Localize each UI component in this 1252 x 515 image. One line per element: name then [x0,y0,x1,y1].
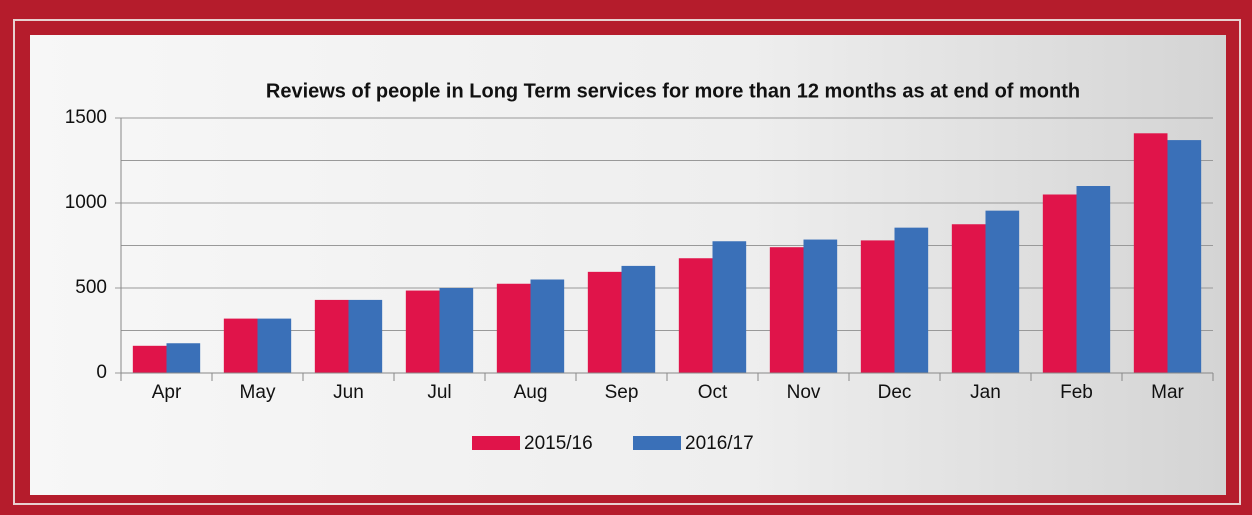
bar [530,279,565,373]
x-tick-label: Aug [514,382,548,403]
x-tick-label: Apr [152,382,182,403]
bar [894,227,929,373]
bar [1167,140,1202,373]
x-tick-label: May [240,382,276,403]
bar [621,265,656,373]
bar [712,241,747,373]
x-tick-label: Dec [878,382,912,403]
bar [1042,194,1077,373]
x-tick-label: Mar [1151,382,1184,403]
x-tick-label: Nov [787,382,821,403]
y-tick-label: 1500 [65,107,107,128]
panel [30,35,1226,495]
x-tick-label: Sep [605,382,639,403]
bar [1076,186,1111,373]
bar [803,239,838,373]
bar [439,288,474,373]
bar [1133,133,1168,373]
bar [132,345,167,373]
frame-line [13,19,1241,505]
bar [587,271,622,373]
bar [951,224,986,373]
legend-swatch [633,436,681,450]
bar [405,290,440,373]
bar [257,318,292,373]
x-tick-label: Feb [1060,382,1093,403]
legend-label: 2015/16 [524,433,593,454]
bar [678,258,713,373]
legend-label: 2016/17 [685,433,754,454]
bar [166,343,201,373]
bar [985,210,1020,373]
x-tick-label: Oct [698,382,728,403]
y-tick-label: 0 [96,362,107,383]
x-tick-label: Jan [970,382,1001,403]
bar [314,299,349,373]
x-tick-label: Jul [427,382,451,403]
bar [769,247,804,373]
bar [223,318,258,373]
y-tick-label: 1000 [65,192,107,213]
x-tick-label: Jun [333,382,364,403]
bar [860,240,895,373]
y-tick-label: 500 [75,277,107,298]
bar [348,299,383,373]
chart-title: Reviews of people in Long Term services … [266,80,1080,102]
legend-swatch [472,436,520,450]
bar [496,283,531,373]
